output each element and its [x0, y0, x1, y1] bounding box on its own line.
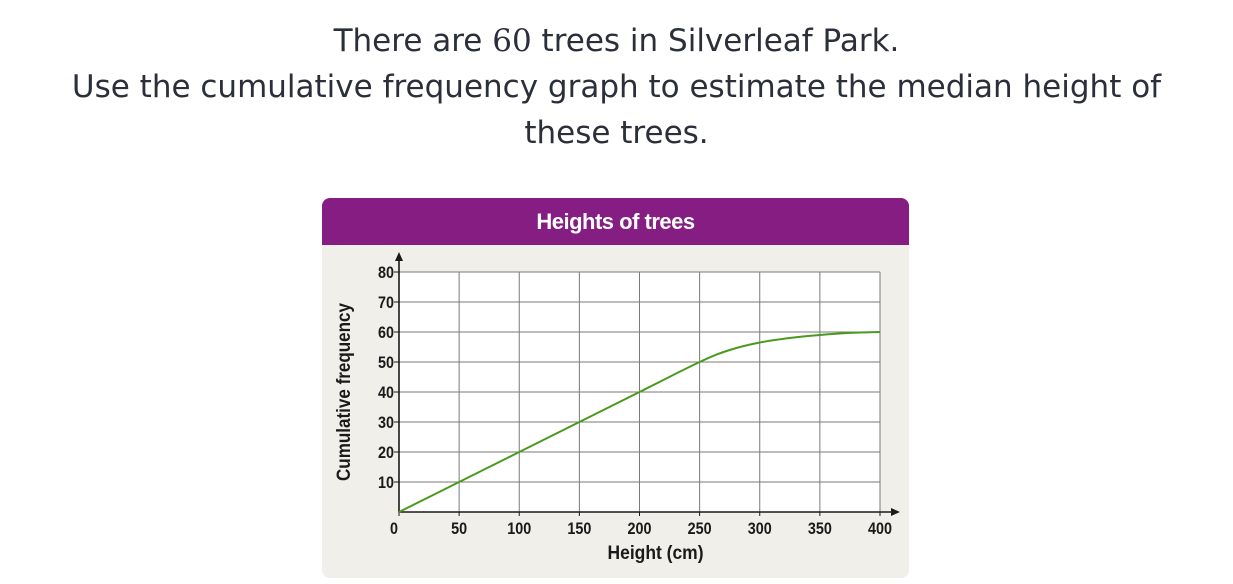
x-tick-label-400: 400 — [868, 519, 892, 538]
question-line-2: Use the cumulative frequency graph to es… — [71, 69, 1162, 105]
y-tick-label-10: 10 — [378, 473, 394, 492]
series-line-0 — [398, 331, 881, 513]
chart-card: Heights of trees 0 50 100 150 200 250 300 350 40… — [322, 198, 909, 578]
x-tick-label-100: 100 — [507, 519, 531, 538]
y-tick-label-40: 40 — [378, 383, 394, 402]
question-line-3: these trees. — [524, 115, 709, 151]
x-axis-arrow — [891, 508, 900, 516]
y-axis-label: Cumulative frequency — [334, 303, 355, 481]
question-line-1-before: There are — [333, 23, 493, 59]
x-tick-label-300: 300 — [748, 519, 772, 538]
y-tick-label-60: 60 — [378, 323, 394, 342]
y-tick-label-70: 70 — [378, 293, 394, 312]
y-tick-label-80: 80 — [378, 263, 394, 282]
y-axis-arrow — [395, 252, 403, 261]
y-tick-label-50: 50 — [378, 353, 394, 372]
y-tick-label-20: 20 — [378, 443, 394, 462]
x-tick-label-350: 350 — [808, 519, 832, 538]
question-line-1: There are 60 trees in Silverleaf Park. — [0, 18, 1233, 64]
tree-count: 60 — [492, 23, 532, 59]
x-tick-label-0: 0 — [390, 519, 398, 538]
chart-title: Heights of trees — [322, 198, 909, 245]
x-tick-label-200: 200 — [628, 519, 652, 538]
x-tick-label-250: 250 — [688, 519, 712, 538]
x-axis-label: Height (cm) — [608, 543, 704, 564]
question-line-1-after: trees in Silverleaf Park. — [531, 23, 900, 59]
x-tick-label-150: 150 — [567, 519, 591, 538]
question-text: There are 60 trees in Silverleaf Park. U… — [0, 18, 1233, 156]
x-tick-label-50: 50 — [451, 519, 467, 538]
y-tick-label-30: 30 — [378, 413, 394, 432]
cumulative-frequency-chart: 0 50 100 150 200 250 300 350 400 10 20 30 40 50 60 70 80… — [334, 252, 900, 564]
